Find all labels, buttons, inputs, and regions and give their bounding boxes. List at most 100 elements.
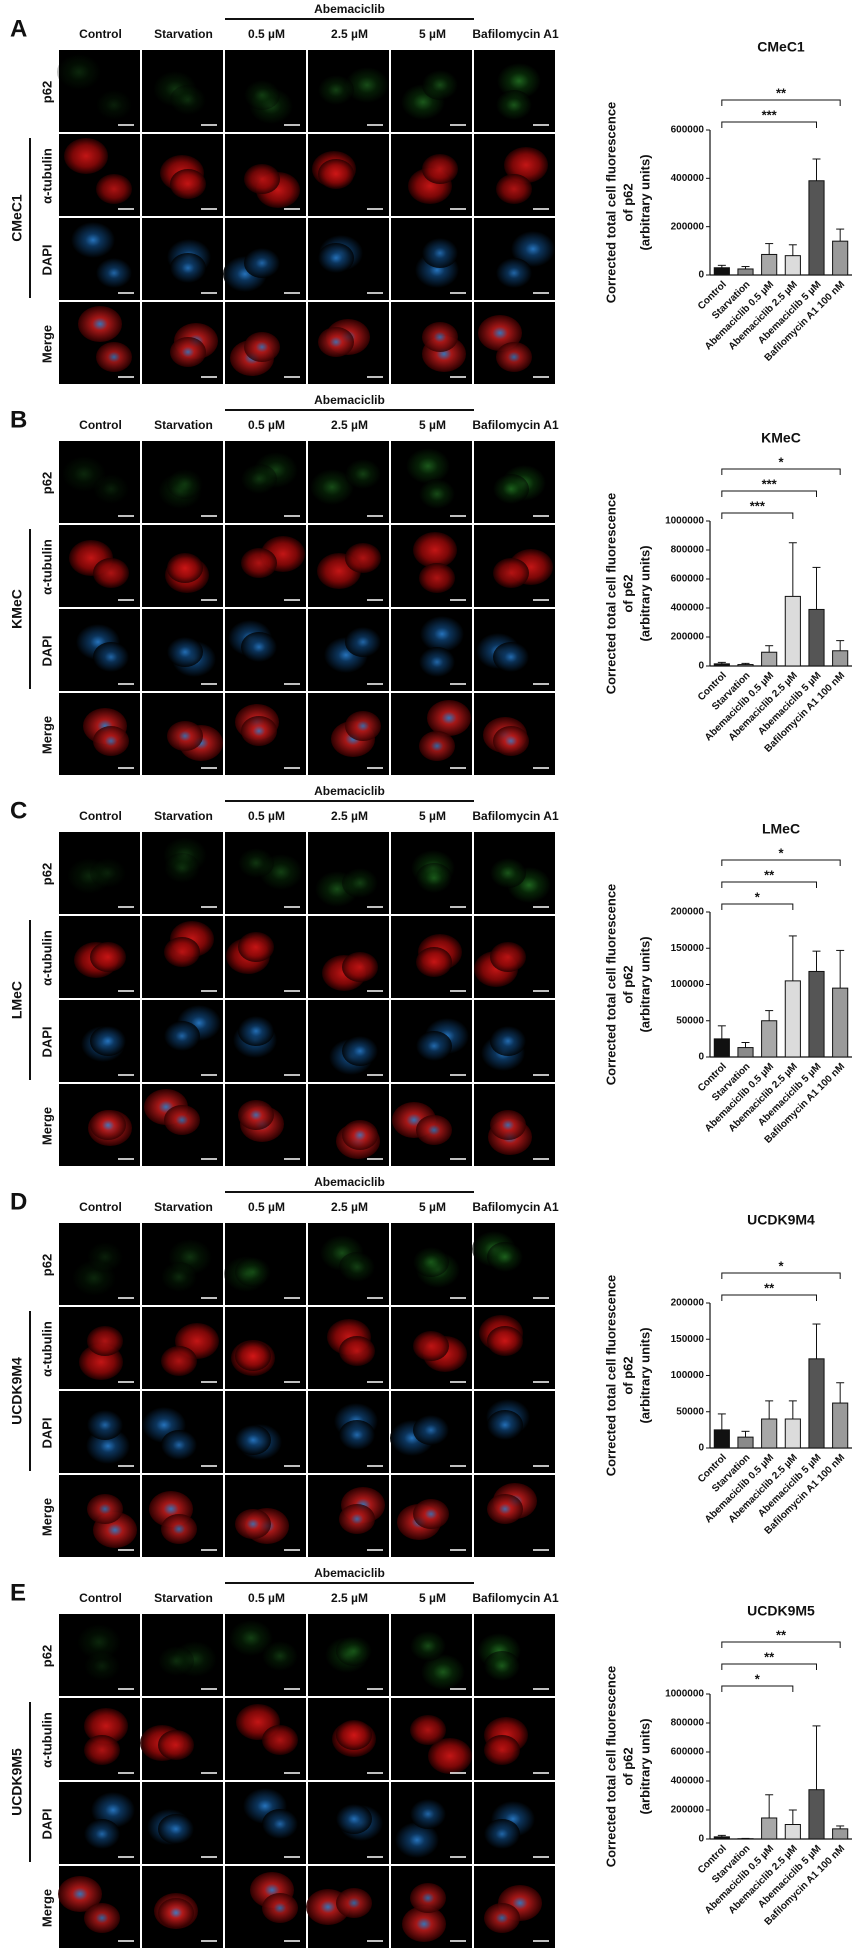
cell-signal	[241, 716, 277, 746]
bar	[832, 1402, 849, 1449]
column-header: 2.5 µM	[331, 1591, 368, 1605]
row-label: Merge	[39, 716, 54, 754]
chart-title: KMeC	[761, 430, 801, 446]
significance-bracket	[721, 512, 794, 519]
significance-label: *	[778, 1258, 784, 1273]
cell-signal	[244, 164, 280, 194]
cell-signal	[244, 248, 280, 278]
bar	[808, 180, 825, 276]
cell-signal	[158, 1730, 194, 1760]
significance-bracket	[721, 1294, 817, 1301]
cell-signal	[241, 464, 277, 494]
cell-signal	[84, 1819, 120, 1849]
cell-signal	[58, 1876, 102, 1912]
bar	[808, 1789, 825, 1840]
y-tick-label: 200000	[671, 907, 705, 918]
bar	[832, 240, 849, 276]
cell-signal	[310, 469, 354, 505]
cell-signal	[235, 1257, 271, 1287]
cell-signal	[161, 1346, 197, 1376]
cell-signal	[96, 174, 132, 204]
column-header: 5 µM	[419, 809, 446, 823]
y-tick-label: 200000	[671, 632, 705, 643]
significance-label: ***	[762, 107, 778, 122]
column-header: 5 µM	[419, 27, 446, 41]
cell-signal	[496, 342, 532, 372]
cell-signal	[416, 947, 452, 977]
bar	[784, 980, 801, 1058]
cell-signal	[410, 1631, 446, 1661]
y-tick-label: 200000	[671, 1805, 705, 1816]
row-label: DAPI	[39, 244, 54, 275]
cell-signal	[336, 1636, 372, 1666]
y-axis-label: (arbitrary units)	[637, 1327, 652, 1423]
bar	[808, 608, 825, 667]
cell-signal	[90, 1026, 126, 1056]
cell-signal	[96, 258, 132, 288]
cell-signal	[493, 642, 529, 672]
cell-signal	[413, 1247, 449, 1277]
cell-signal	[428, 1738, 472, 1774]
column-header: Bafilomycin A1	[472, 418, 559, 432]
column-header: Starvation	[154, 418, 213, 432]
cell-signal	[235, 1425, 271, 1455]
cell-signal	[422, 154, 458, 184]
cell-signal	[487, 1326, 523, 1356]
y-axis-label: (arbitrary units)	[637, 1718, 652, 1814]
cell-signal	[164, 1021, 200, 1051]
y-tick-label: 600000	[671, 125, 705, 136]
cell-signal	[84, 1903, 120, 1933]
cell-signal	[90, 942, 126, 972]
cell-signal	[164, 853, 200, 883]
row-label: DAPI	[39, 1026, 54, 1057]
column-header: 2.5 µM	[331, 1200, 368, 1214]
bar	[808, 1358, 825, 1449]
cell-signal	[345, 627, 381, 657]
cell-signal	[235, 1509, 271, 1539]
column-header: 0.5 µM	[248, 418, 285, 432]
y-tick-label: 400000	[671, 173, 705, 184]
y-axis-label: Corrected total cell fluorescence	[603, 884, 618, 1086]
cell-line-label: UCDK9M4	[9, 1357, 25, 1425]
bar	[761, 651, 778, 667]
y-axis-label: Corrected total cell fluorescence	[603, 102, 618, 304]
cell-signal	[490, 1026, 526, 1056]
cell-signal	[84, 1708, 128, 1744]
cell-signal	[478, 315, 522, 351]
cell-signal	[419, 479, 455, 509]
cell-signal	[238, 1016, 274, 1046]
column-header: Starvation	[154, 1200, 213, 1214]
column-header: 0.5 µM	[248, 1200, 285, 1214]
y-axis-label: (arbitrary units)	[637, 154, 652, 250]
bar	[784, 1418, 801, 1449]
bar	[713, 267, 730, 276]
cell-signal	[487, 1494, 523, 1524]
significance-bracket	[721, 1663, 817, 1670]
cell-signal	[395, 1822, 439, 1858]
cell-signal	[419, 647, 455, 677]
cell-signal	[318, 327, 354, 357]
chart-title: CMeC1	[757, 39, 805, 55]
y-tick-label: 50000	[676, 1406, 704, 1417]
cell-signal	[164, 1105, 200, 1135]
cell-signal	[84, 1735, 120, 1765]
y-tick-label: 100000	[671, 1370, 705, 1381]
column-header: Control	[79, 1200, 122, 1214]
bar	[761, 1817, 778, 1840]
row-label: Merge	[39, 1889, 54, 1927]
row-label: α-tubulin	[39, 539, 54, 595]
cell-signal	[336, 1804, 372, 1834]
significance-label: *	[778, 845, 784, 860]
row-label: α-tubulin	[39, 148, 54, 204]
cell-signal	[342, 1120, 378, 1150]
bar	[713, 1038, 730, 1058]
cell-signal	[77, 1624, 121, 1660]
cell-signal	[413, 532, 457, 568]
row-label: DAPI	[39, 635, 54, 666]
row-label: α-tubulin	[39, 930, 54, 986]
cell-signal	[345, 459, 381, 489]
bar	[737, 1047, 754, 1058]
y-tick-label: 0	[698, 1834, 704, 1845]
cell-signal	[402, 1906, 446, 1942]
row-label: Merge	[39, 325, 54, 363]
